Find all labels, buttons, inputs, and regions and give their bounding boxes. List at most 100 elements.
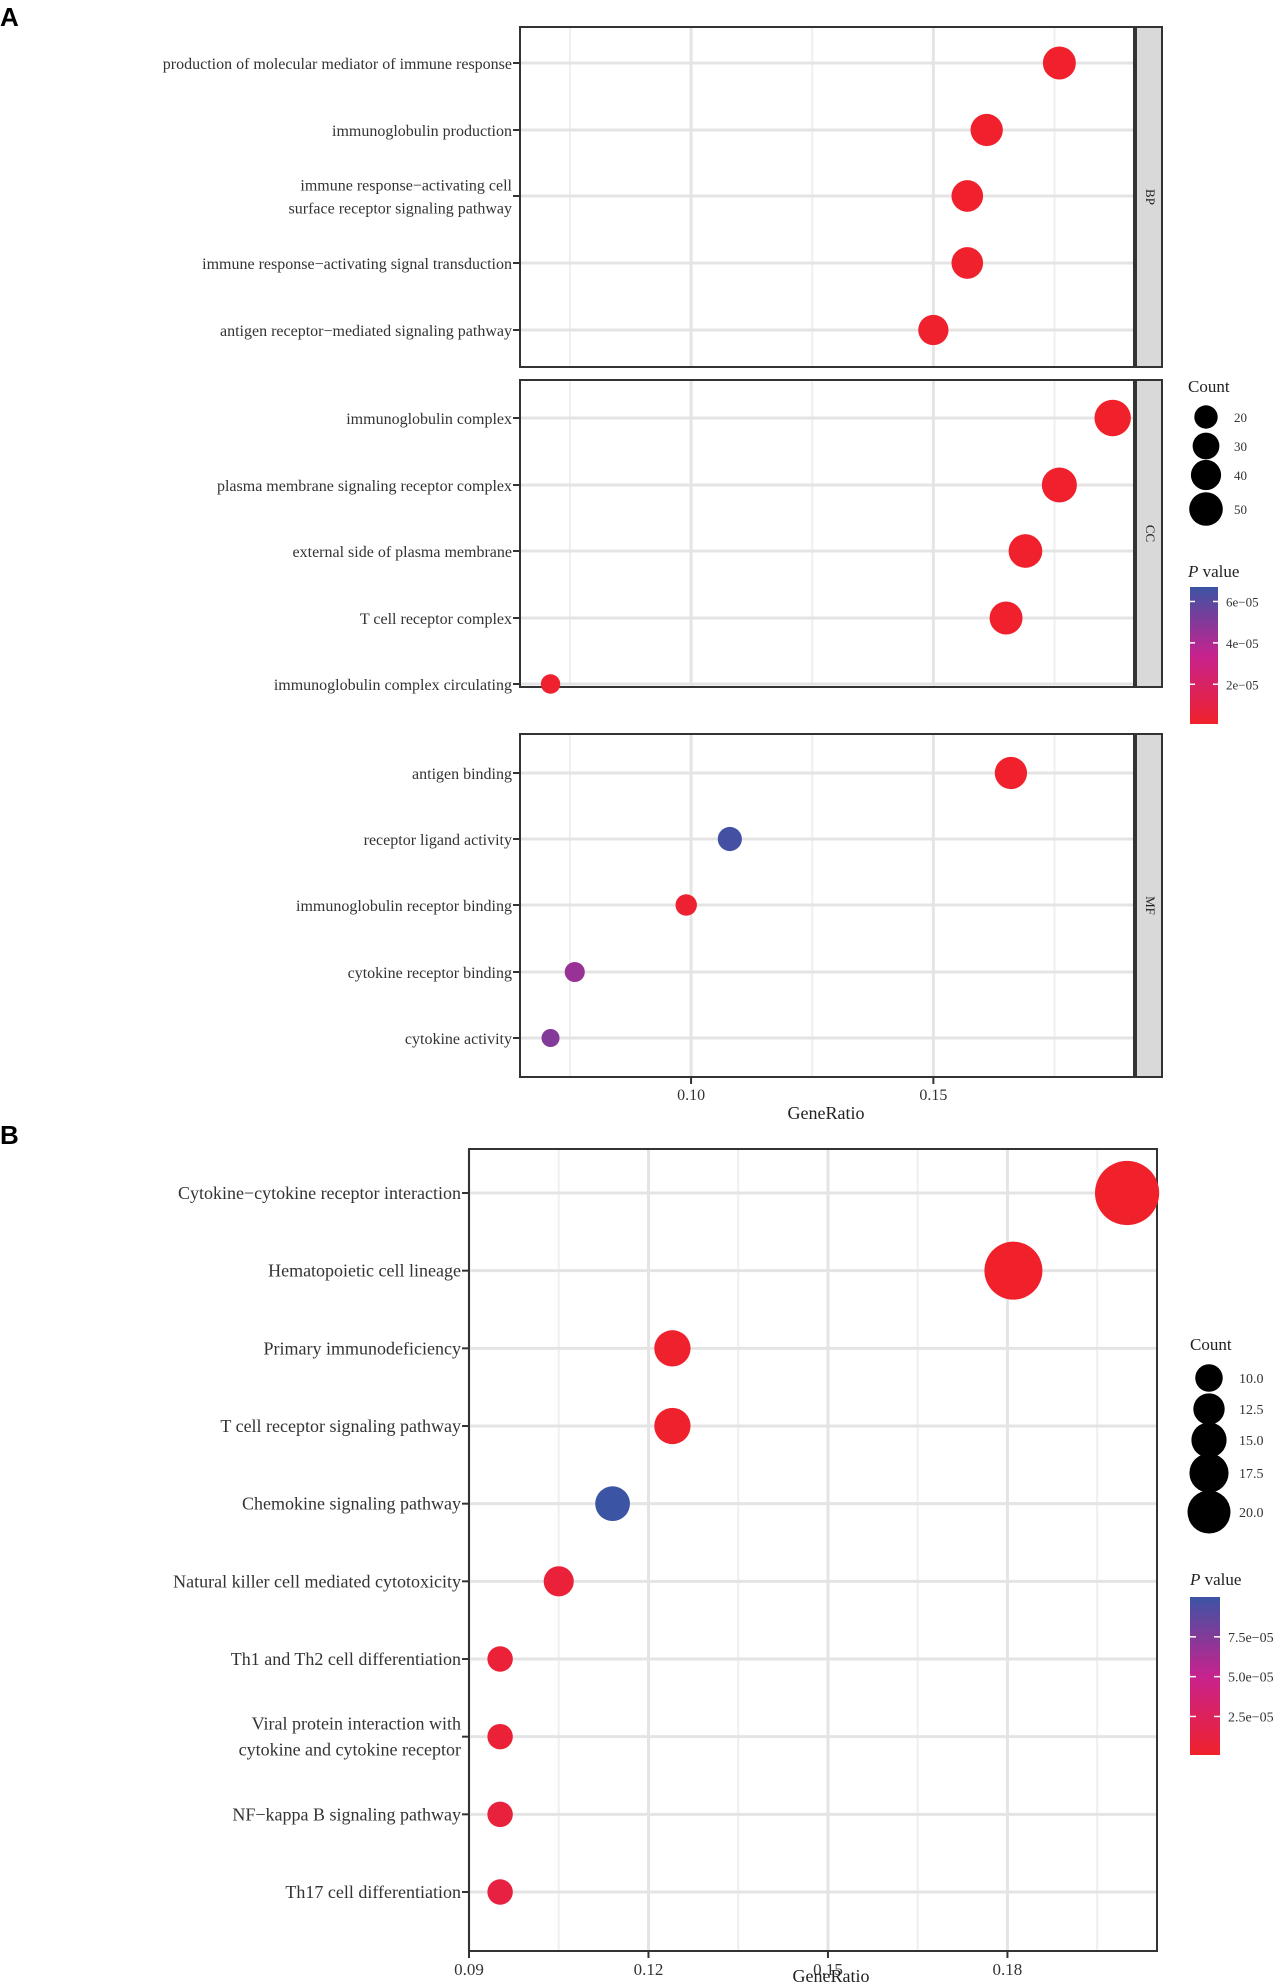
panel-b-term-label: Hematopoietic cell lineage (268, 1261, 461, 1281)
panel-b-term-label: NF−kappa B signaling pathway (232, 1804, 461, 1824)
panel-a-term-label: immunoglobulin production (332, 123, 512, 140)
panel-b-label: B (0, 1120, 19, 1150)
panel-b-color-legend-label: 2.5e−05 (1228, 1710, 1274, 1725)
panel-a-point (541, 1028, 560, 1048)
panel-b-point (543, 1566, 574, 1597)
panel-a-point (918, 314, 949, 346)
panel-b-term-label: Cytokine−cytokine receptor interaction (178, 1183, 461, 1203)
panel-b-term-label: Chemokine signaling pathway (242, 1494, 461, 1514)
panel-a-size-legend-key (1194, 405, 1218, 429)
facet-strip-label-mf: MF (1143, 896, 1158, 915)
panel-b-size-legend-label: 20.0 (1239, 1506, 1264, 1521)
panel-b-term-label: Viral protein interaction with (252, 1714, 461, 1734)
panel-b-grid (467, 1149, 1157, 1951)
panel-a-term-label: immune response−activating signal transd… (202, 256, 512, 273)
facet-strip-label-bp: BP (1143, 189, 1158, 205)
panel-b-size-legend: 10.0 12.5 15.0 17.5 20.0 (1187, 1364, 1264, 1534)
panel-b-point (487, 1723, 513, 1750)
panel-a-facet-frame (519, 379, 1135, 688)
panel-a: A BP CC MF production of molecular mediato… (0, 2, 1259, 1123)
panel-b-point (487, 1879, 513, 1905)
panel-b-term-label: Th1 and Th2 cell differentiation (231, 1649, 461, 1669)
panel-b-size-legend-title: Count (1190, 1335, 1232, 1354)
panel-a-term-label: cytokine receptor binding (348, 965, 512, 982)
panel-a-term-label: immunoglobulin complex (346, 411, 512, 428)
panel-b-term-label: Natural killer cell mediated cytotoxicit… (173, 1571, 461, 1591)
panel-a-color-bar (1190, 587, 1218, 724)
panel-b-color-legend-label: 7.5e−05 (1228, 1631, 1274, 1646)
panel-a-size-legend-key (1189, 492, 1223, 526)
panel-a-point (989, 601, 1023, 635)
panel-b-size-legend-label: 12.5 (1239, 1403, 1264, 1418)
panel-a-size-legend-key (1190, 459, 1222, 491)
panel-b-size-legend-key (1189, 1453, 1229, 1493)
panel-a-color-legend-label: 4e−05 (1226, 636, 1259, 651)
panel-a-size-legend-label: 40 (1234, 468, 1247, 483)
panel-a-size-legend-title: Count (1188, 377, 1230, 396)
panel-a-term-label: immunoglobulin complex circulating (274, 677, 512, 694)
panel-b-x-tick-label: 0.12 (634, 1960, 664, 1979)
panel-a-grid (520, 27, 1134, 1077)
panel-a-term-labels: production of molecular mediator of immu… (163, 56, 520, 1048)
panel-a-term-label: immunoglobulin receptor binding (296, 898, 512, 915)
panel-b-size-legend-label: 15.0 (1239, 1434, 1264, 1449)
panel-a-color-legend-label: 6e−05 (1226, 594, 1259, 609)
panel-a-size-legend-label: 20 (1234, 410, 1247, 425)
panel-b-color-legend-title-rest: value (1200, 1570, 1241, 1589)
facet-strip-mf (1135, 733, 1163, 1078)
panel-b-color-legend-label: 5.0e−05 (1228, 1671, 1274, 1686)
panel-b-color-legend: 7.5e−05 5.0e−05 2.5e−05 (1190, 1631, 1274, 1725)
panel-b-x-axis-title: GeneRatio (793, 1966, 870, 1986)
panel-b-size-legend-key (1193, 1393, 1225, 1425)
panel-b-point (654, 1330, 691, 1367)
panel-a-legend: Count 20 30 40 50 P value 6e−05 4e−05 2e−05 (1187, 377, 1259, 724)
panel-a-points (540, 46, 1131, 1048)
panel-a-term-label: external side of plasma membrane (293, 544, 512, 561)
panel-a-point (951, 180, 984, 212)
panel-b-point (984, 1241, 1043, 1300)
panel-b-term-label: cytokine and cytokine receptor (239, 1740, 461, 1760)
panel-b-point (1094, 1160, 1160, 1226)
panel-b: B Cytokine−cytokine receptor interaction… (0, 1120, 1274, 1986)
panel-a-point (540, 674, 561, 694)
facet-strip-label-cc: CC (1143, 525, 1158, 542)
panel-b-size-legend-key (1187, 1490, 1231, 1534)
panel-a-point (1041, 467, 1077, 503)
panel-b-plot-frame (468, 1148, 1158, 1952)
panel-a-term-label: antigen receptor−mediated signaling path… (220, 323, 512, 340)
panel-b-color-legend-title-italic: P (1189, 1570, 1200, 1589)
panel-a-term-label: receptor ligand activity (364, 832, 512, 849)
panel-b-x-axis: 0.09 0.12 0.15 0.18 (454, 1951, 1022, 1979)
panel-b-point (487, 1801, 513, 1828)
panel-a-point (970, 113, 1003, 147)
panel-a-size-legend: 20 30 40 50 (1189, 405, 1247, 526)
panel-b-x-tick-label: 0.09 (454, 1960, 484, 1979)
facet-strip-bp (1135, 26, 1163, 368)
panel-a-term-label: surface receptor signaling pathway (289, 201, 512, 218)
panel-b-color-legend-title: P value (1189, 1570, 1241, 1589)
panel-a-size-legend-label: 50 (1234, 502, 1247, 517)
panel-b-point (487, 1646, 513, 1672)
panel-a-term-label: plasma membrane signaling receptor compl… (217, 478, 512, 495)
panel-a-x-axis-title: GeneRatio (788, 1103, 865, 1123)
panel-a-term-label: T cell receptor complex (360, 611, 512, 628)
panel-a-point (1094, 399, 1131, 437)
panel-b-size-legend-key (1191, 1422, 1227, 1458)
panel-a-point (1008, 534, 1043, 568)
panel-b-points (487, 1160, 1160, 1905)
panel-a-point (717, 826, 742, 852)
panel-b-point (654, 1407, 691, 1445)
panel-a-term-label: antigen binding (412, 766, 512, 783)
panel-a-size-legend-label: 30 (1234, 439, 1247, 454)
panel-a-x-tick-label: 0.15 (919, 1087, 947, 1104)
panel-a-term-label: cytokine activity (405, 1031, 512, 1048)
panel-a-facet-strips: BP CC MF (1135, 26, 1163, 1078)
panel-a-term-label: immune response−activating cell (300, 178, 512, 195)
panel-a-color-legend-title-rest: value (1198, 562, 1239, 581)
panel-a-size-legend-key (1192, 432, 1220, 460)
panel-b-point (595, 1486, 630, 1522)
panel-a-color-legend-title: P value (1187, 562, 1239, 581)
panel-b-term-labels: Cytokine−cytokine receptor interaction He… (173, 1183, 469, 1902)
panel-b-size-legend-label: 17.5 (1239, 1467, 1264, 1482)
